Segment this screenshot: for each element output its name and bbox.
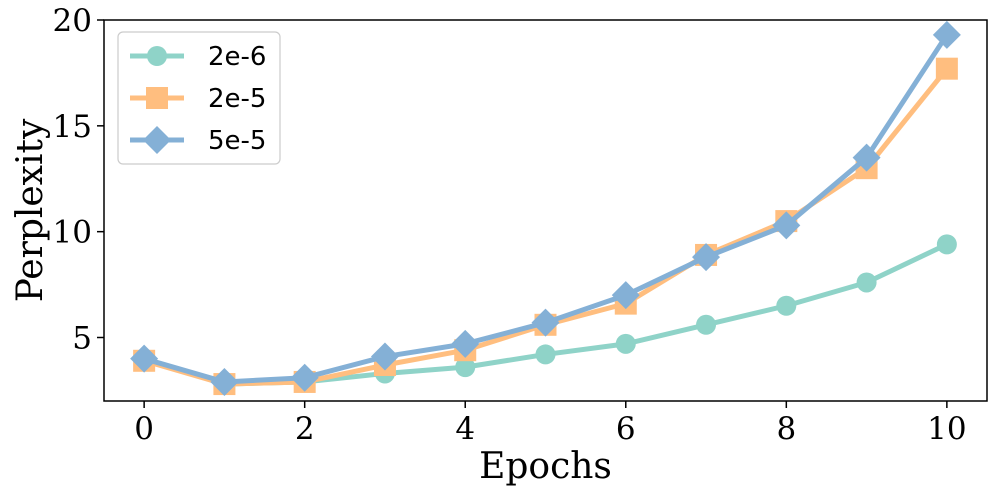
legend-entry: 2e-5: [130, 84, 266, 114]
data-point: [772, 211, 801, 240]
data-point: [856, 272, 877, 293]
x-axis-title: Epochs: [479, 446, 612, 487]
y-axis-title: Perplexity: [10, 118, 51, 302]
data-point: [615, 333, 636, 354]
x-tick-label: 2: [295, 411, 315, 447]
data-point: [130, 344, 159, 373]
data-point: [370, 342, 399, 371]
legend: 2e-6 2e-5 5e-5: [117, 31, 281, 165]
legend-entry: 5e-5: [130, 126, 266, 156]
data-point: [455, 357, 476, 378]
data-point: [935, 57, 958, 80]
y-tick-label: 20: [53, 3, 92, 39]
data-point: [535, 344, 556, 365]
y-tick-label: 5: [72, 321, 92, 357]
data-point: [696, 314, 717, 335]
data-point: [932, 20, 961, 49]
series-5e-5: [130, 20, 961, 396]
data-point: [692, 243, 721, 272]
x-tick-label: 10: [927, 411, 966, 447]
x-tick-label: 0: [134, 411, 154, 447]
x-tick-label: 4: [455, 411, 475, 447]
x-tick-label: 6: [616, 411, 636, 447]
legend-label: 5e-5: [208, 126, 266, 156]
legend-entry: 2e-6: [130, 42, 266, 72]
data-point: [290, 363, 319, 392]
data-point: [611, 281, 640, 310]
data-point: [936, 234, 957, 255]
data-point: [451, 329, 480, 358]
legend-marker: [143, 126, 171, 154]
plot-area: [130, 20, 961, 396]
y-tick-label: 15: [53, 109, 92, 145]
legend-marker: [146, 87, 168, 109]
y-tick-label: 10: [53, 215, 92, 251]
x-tick-label: 8: [776, 411, 796, 447]
legend-label: 2e-6: [208, 42, 266, 72]
data-point: [531, 308, 560, 337]
axes: 0 2 4 6 8 10 5 10 15 20: [53, 3, 967, 447]
data-point: [776, 295, 797, 316]
data-point: [852, 143, 881, 172]
data-point: [210, 367, 239, 396]
legend-marker: [147, 46, 167, 66]
legend-label: 2e-5: [208, 84, 266, 114]
plot-frame: [103, 19, 988, 402]
